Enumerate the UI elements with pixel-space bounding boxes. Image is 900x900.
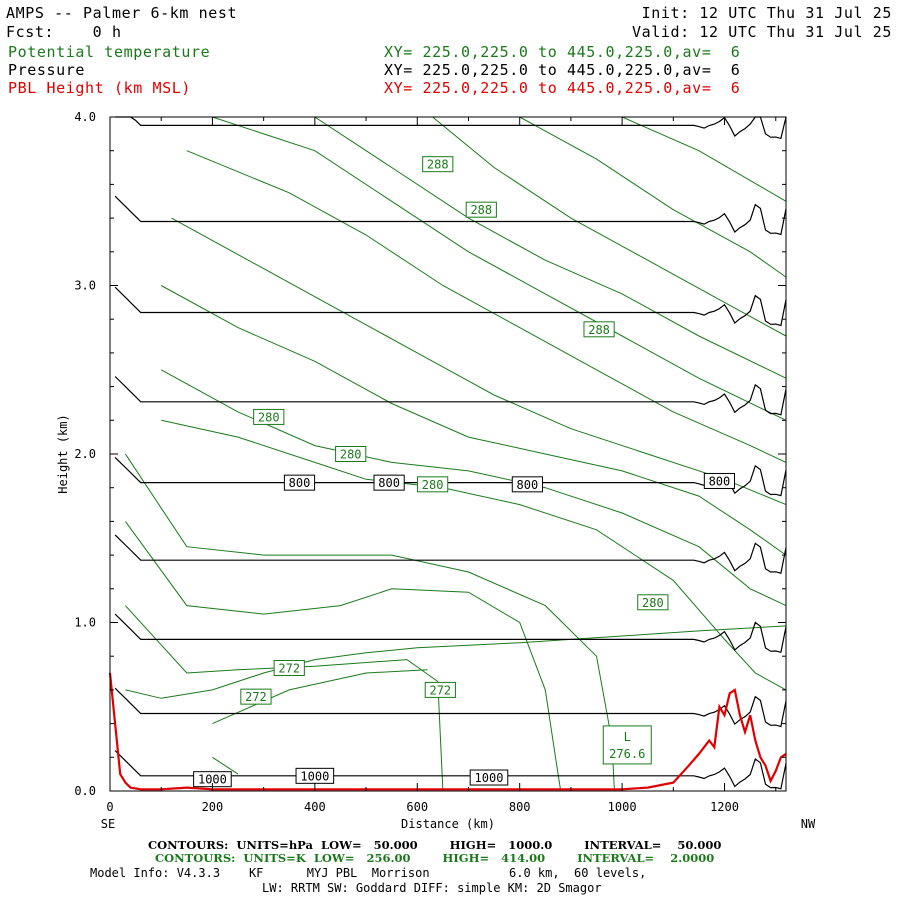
isobar-750 — [114, 376, 787, 416]
theta-label-2-box — [583, 321, 615, 338]
x-tick-label-5: 1000 — [608, 800, 637, 814]
pressure-label-5-box — [511, 476, 543, 493]
theta-label-8: 272 — [245, 690, 267, 704]
pressure-label-4: 800 — [378, 476, 400, 490]
theta-contour-10 — [186, 150, 787, 463]
pressure-label-4-box — [373, 474, 405, 491]
theta-label-1-box — [465, 201, 497, 218]
field-pbl-xy: XY= 225.0,225.0 to 445.0,225.0,av= 6 — [384, 79, 741, 97]
field-pbl-name: PBL Height (km MSL) — [8, 79, 191, 97]
theta-label-2: 288 — [588, 323, 610, 337]
isobar-650 — [114, 195, 787, 236]
theta-label-7: 272 — [278, 661, 300, 675]
field-pressure-xy: XY= 225.0,225.0 to 445.0,225.0,av= 6 — [384, 61, 741, 79]
low-marker-letter: L — [624, 730, 631, 744]
pressure-label-6: 800 — [709, 474, 731, 488]
theta-label-4: 280 — [340, 448, 362, 462]
theta-contour-4 — [124, 521, 562, 792]
theta-contour-6 — [161, 419, 787, 691]
isobar-700 — [114, 286, 787, 327]
x-end-label-nw: NW — [801, 817, 816, 831]
pressure-label-2-box — [469, 769, 509, 786]
low-marker-value: 276.6 — [609, 747, 645, 761]
theta-label-5: 280 — [422, 478, 444, 492]
theta-contour-12 — [314, 116, 787, 379]
pbl-height-line — [108, 672, 787, 791]
theta-contour-1 — [125, 605, 444, 792]
init-time: Init: 12 UTC Thu 31 Jul 25 — [641, 4, 892, 22]
y-tick-label-1: 1.0 — [74, 616, 96, 630]
theta-label-0-box — [422, 156, 454, 173]
forecast-hour: Fcst: 0 h — [6, 23, 122, 41]
theta-label-3-box — [253, 408, 285, 425]
x-tick-label-2: 400 — [304, 800, 326, 814]
isobar-600 — [115, 116, 787, 140]
y-tick-label-0: 0.0 — [74, 784, 96, 798]
pressure-label-6-box — [703, 472, 736, 489]
pressure-label-2: 1000 — [475, 771, 504, 785]
axes: 0 200 400 600 800 1000 1200 0.0 1.0 2.0 3.0 4.0 — [74, 110, 786, 814]
theta-label-9-box — [424, 681, 456, 698]
chart-title: AMPS -- Palmer 6-km nest — [6, 4, 238, 22]
field-pressure-name: Pressure — [8, 61, 86, 79]
theta-label-4-box — [335, 446, 367, 462]
theta-contour-9 — [171, 217, 787, 506]
theta-contours — [124, 116, 787, 792]
pbl-height-series — [108, 672, 787, 791]
theta-contour-5 — [124, 453, 615, 792]
y-tick-label-2: 2.0 — [74, 447, 96, 461]
footer-model-info: Model Info: V4.3.3 KF MYJ PBL Morrison 6… — [90, 866, 647, 880]
pressure-label-3: 800 — [289, 476, 311, 490]
theta-contour-11 — [212, 116, 787, 421]
theta-label-7-box — [273, 659, 305, 676]
x-tick-label-4: 800 — [509, 800, 531, 814]
theta-label-9: 272 — [429, 683, 451, 697]
theta-label-6: 280 — [642, 596, 664, 610]
pressure-label-1: 1000 — [300, 769, 329, 783]
footer-pressure-contours: CONTOURS: UNITS=hPa LOW= 50.000 HIGH= 10… — [148, 838, 722, 852]
valid-time: Valid: 12 UTC Thu 31 Jul 25 — [631, 23, 892, 41]
isobar-950 — [114, 687, 787, 728]
theta-label-1: 288 — [470, 203, 492, 217]
theta-contour-7 — [160, 369, 787, 607]
x-tick-label-0: 0 — [106, 800, 113, 814]
field-theta-xy: XY= 225.0,225.0 to 445.0,225.0,av= 6 — [384, 43, 741, 61]
theta-contour-14 — [519, 116, 787, 278]
isobar-800 — [114, 456, 787, 497]
theta-label-6-box — [637, 594, 669, 611]
theta-contour-0 — [125, 625, 787, 699]
contour-labels: 1000 1000 1000 800 800 800 800 288 288 288 280 280 2… — [193, 156, 736, 788]
theta-label-0: 288 — [427, 158, 449, 172]
x-axis-label: Distance (km) — [401, 817, 495, 831]
theta-contour-15 — [621, 116, 787, 202]
x-tick-label-6: 1200 — [710, 800, 739, 814]
y-tick-label-4: 4.0 — [74, 110, 96, 124]
theta-contour-8 — [160, 285, 787, 556]
theta-contour-2 — [212, 669, 428, 725]
isobar-850 — [114, 534, 787, 574]
low-marker-box — [602, 725, 652, 765]
theta-contour-3 — [212, 756, 239, 775]
theta-label-5-box — [417, 476, 449, 493]
pressure-label-0: 1000 — [198, 773, 227, 787]
isobar-900 — [114, 613, 787, 654]
footer-theta-contours: CONTOURS: UNITS=K LOW= 256.00 HIGH= 414.… — [155, 851, 715, 865]
x-tick-label-3: 600 — [406, 800, 428, 814]
y-axis-label: Height (km) — [56, 414, 70, 493]
pressure-label-5: 800 — [517, 478, 539, 492]
theta-label-3: 280 — [258, 410, 280, 424]
field-theta-name: Potential temperature — [8, 43, 211, 61]
x-end-label-se: SE — [101, 817, 115, 831]
theta-contour-13 — [432, 116, 787, 337]
pressure-label-3-box — [283, 474, 316, 491]
footer-physics: LW: RRTM SW: Goddard DIFF: simple KM: 2D… — [262, 881, 602, 895]
y-tick-label-3: 3.0 — [74, 279, 96, 293]
x-tick-label-1: 200 — [202, 800, 224, 814]
theta-label-8-box — [240, 688, 272, 705]
